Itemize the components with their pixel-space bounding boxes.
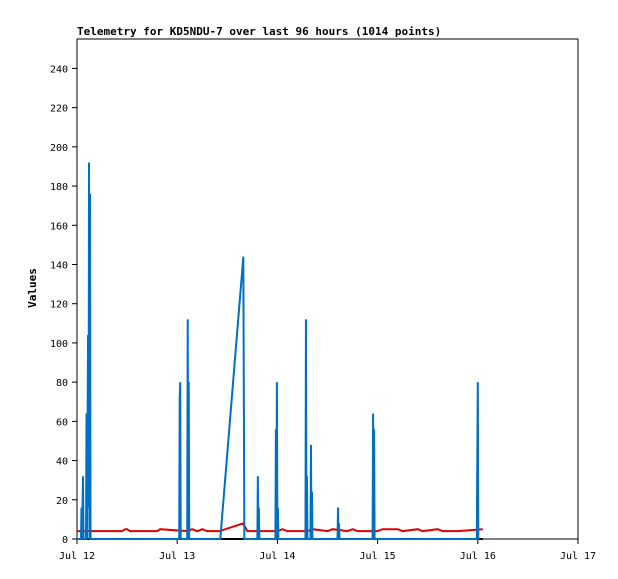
series-line-1 bbox=[77, 522, 483, 533]
y-tick-label: 60 bbox=[56, 417, 68, 428]
y-tick-label: 160 bbox=[50, 221, 68, 232]
y-tick-label: 100 bbox=[50, 339, 68, 350]
x-axis: Jul 12 Jul 13 Jul 14 Jul 15 Jul 16 Jul 17 bbox=[59, 539, 596, 562]
y-tick-label: 0 bbox=[62, 535, 68, 546]
y-tick-label: 240 bbox=[50, 64, 68, 75]
x-tick-label: Jul 16 bbox=[460, 551, 496, 562]
y-tick-label: 40 bbox=[56, 457, 68, 468]
y-tick-label: 200 bbox=[50, 143, 68, 154]
y-tick-label: 220 bbox=[50, 104, 68, 115]
series-layer bbox=[77, 162, 483, 540]
y-tick-label: 180 bbox=[50, 182, 68, 193]
x-tick-label: Jul 17 bbox=[560, 551, 596, 562]
y-tick-label: 140 bbox=[50, 260, 68, 271]
y-axis: 0 20 40 60 80 100 120 140 160 180 200 220 240 bbox=[50, 64, 77, 546]
y-tick-label: 120 bbox=[50, 300, 68, 311]
series-line-2 bbox=[77, 162, 480, 540]
x-tick-label: Jul 14 bbox=[259, 551, 295, 562]
y-tick-label: 20 bbox=[56, 496, 68, 507]
x-tick-label: Jul 12 bbox=[59, 551, 95, 562]
y-tick-label: 80 bbox=[56, 378, 68, 389]
plot-frame bbox=[76, 38, 579, 540]
plot-border bbox=[76, 38, 579, 540]
x-tick-label: Jul 13 bbox=[159, 551, 195, 562]
y-axis-label: Values bbox=[26, 268, 39, 308]
x-tick-label: Jul 15 bbox=[360, 551, 396, 562]
chart-title: Telemetry for KD5NDU-7 over last 96 hour… bbox=[77, 25, 441, 38]
